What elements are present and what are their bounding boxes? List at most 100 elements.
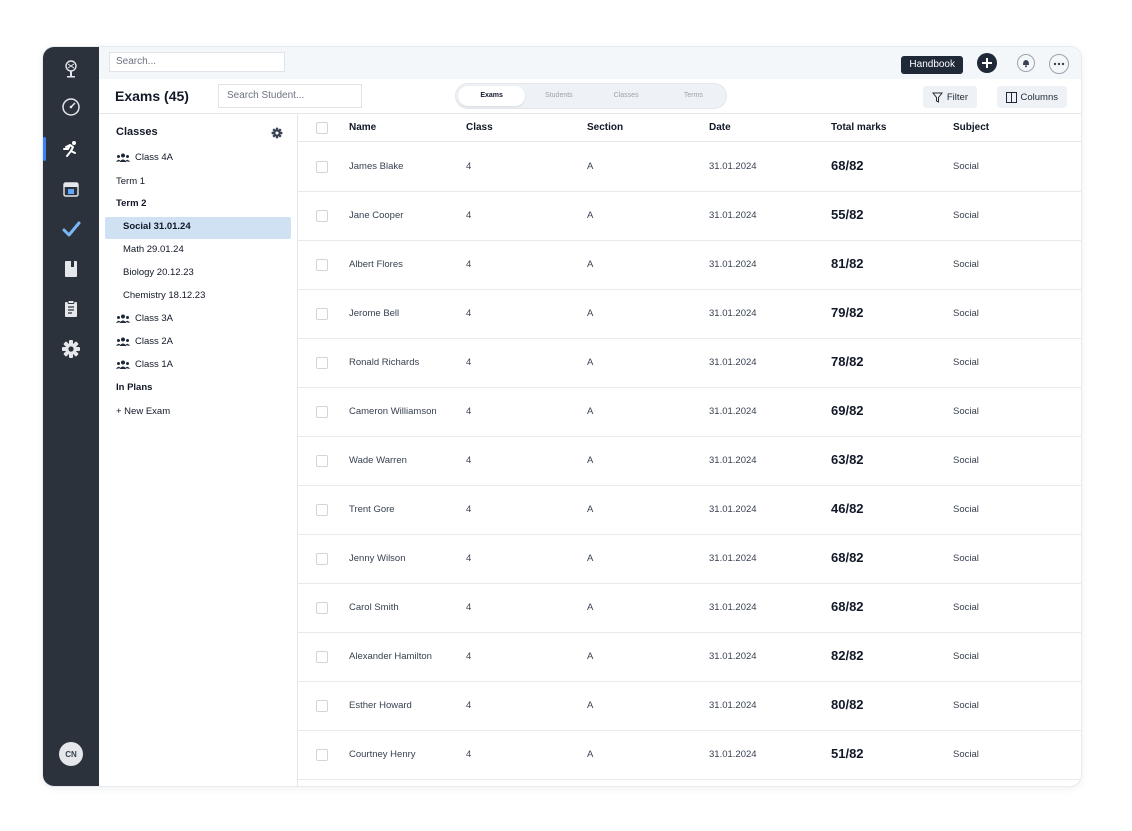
cell-section: A bbox=[587, 161, 594, 172]
select-all-checkbox[interactable] bbox=[316, 122, 328, 134]
more-icon[interactable] bbox=[1049, 54, 1069, 74]
cell-name: Jenny Wilson bbox=[349, 553, 406, 564]
check-icon[interactable] bbox=[43, 213, 99, 245]
sidebar-item[interactable]: + New Exam bbox=[116, 406, 170, 417]
column-header-date[interactable]: Date bbox=[709, 122, 731, 133]
table-row[interactable]: Courtney Henry 4 A 31.01.2024 51/82 Social bbox=[298, 730, 1081, 780]
row-checkbox[interactable] bbox=[316, 259, 328, 271]
settings-icon[interactable] bbox=[43, 333, 99, 365]
row-checkbox[interactable] bbox=[316, 406, 328, 418]
table-row[interactable]: Trent Gore 4 A 31.01.2024 46/82 Social bbox=[298, 485, 1081, 535]
cell-subject: Social bbox=[953, 602, 979, 613]
speedometer-icon[interactable] bbox=[43, 91, 99, 123]
cell-subject: Social bbox=[953, 259, 979, 270]
table-row[interactable]: Cameron Williamson 4 A 31.01.2024 69/82 Socia… bbox=[298, 387, 1081, 437]
logo-icon[interactable] bbox=[43, 53, 99, 85]
search-student-input[interactable]: Search Student... bbox=[218, 84, 362, 108]
sidebar-item[interactable]: Math 29.01.24 bbox=[123, 244, 184, 255]
book-icon[interactable] bbox=[43, 253, 99, 285]
cell-subject: Social bbox=[953, 553, 979, 564]
users-icon bbox=[116, 337, 130, 346]
sidebar-item-label: Chemistry 18.12.23 bbox=[123, 290, 206, 301]
tab-terms[interactable]: Terms bbox=[683, 92, 703, 99]
clipboard-icon[interactable] bbox=[43, 293, 99, 325]
row-checkbox[interactable] bbox=[316, 504, 328, 516]
row-checkbox[interactable] bbox=[316, 553, 328, 565]
table-row[interactable]: Jane Cooper 4 A 31.01.2024 55/82 Social bbox=[298, 191, 1081, 241]
sidebar-item-label: Social 31.01.24 bbox=[123, 221, 191, 232]
sidebar-item[interactable]: Class 4A bbox=[116, 152, 173, 163]
column-header-total-marks[interactable]: Total marks bbox=[831, 122, 887, 133]
table-row[interactable]: Alexander Hamilton 4 A 31.01.2024 82/82 Socia… bbox=[298, 632, 1081, 682]
app-window: CN Search... Handbook Exams (45) Search … bbox=[42, 46, 1082, 787]
row-checkbox[interactable] bbox=[316, 602, 328, 614]
row-checkbox[interactable] bbox=[316, 700, 328, 712]
column-header-subject[interactable]: Subject bbox=[953, 122, 990, 133]
row-checkbox[interactable] bbox=[316, 749, 328, 761]
sidebar-item[interactable]: Term 2 bbox=[116, 198, 146, 209]
row-checkbox[interactable] bbox=[316, 308, 328, 320]
sidebar-item[interactable]: Biology 20.12.23 bbox=[123, 267, 194, 278]
row-checkbox[interactable] bbox=[316, 161, 328, 173]
page-header: Exams (45) Search Student... Exams Stude… bbox=[99, 79, 1081, 114]
sidebar-item[interactable]: Class 3A bbox=[116, 313, 173, 324]
row-checkbox[interactable] bbox=[316, 357, 328, 369]
cell-date: 31.01.2024 bbox=[709, 602, 757, 613]
table-row[interactable]: Carol Smith 4 A 31.01.2024 68/82 Social bbox=[298, 583, 1081, 633]
filter-label: Filter bbox=[946, 91, 968, 103]
table-row[interactable]: James Blake 4 A 31.01.2024 68/82 Social bbox=[298, 142, 1081, 192]
tab-exams[interactable]: Exams bbox=[458, 86, 526, 106]
sidebar-item[interactable]: Term 1 bbox=[116, 176, 145, 187]
gear-icon[interactable] bbox=[271, 126, 283, 144]
cell-total-marks: 68/82 bbox=[831, 599, 864, 614]
filter-button[interactable]: Filter bbox=[922, 86, 977, 108]
table-row[interactable]: Jerome Bell 4 A 31.01.2024 79/82 Social bbox=[298, 289, 1081, 339]
sidebar-item[interactable]: Class 1A bbox=[116, 359, 173, 370]
cell-total-marks: 68/82 bbox=[831, 158, 864, 173]
sidebar-item[interactable]: Social 31.01.24 bbox=[123, 221, 191, 232]
sidebar-item-label: Term 2 bbox=[116, 198, 147, 209]
column-header-section[interactable]: Section bbox=[587, 122, 624, 133]
columns-button[interactable]: Columns bbox=[996, 86, 1067, 108]
bell-icon[interactable] bbox=[1017, 54, 1035, 72]
sidebar-item[interactable]: In Plans bbox=[116, 382, 152, 393]
column-header-name[interactable]: Name bbox=[349, 122, 377, 133]
cell-total-marks: 46/82 bbox=[831, 501, 864, 516]
sidebar-item-label: In Plans bbox=[116, 382, 153, 393]
cell-name: Trent Gore bbox=[349, 504, 395, 515]
search-input[interactable]: Search... bbox=[109, 52, 285, 72]
tab-students[interactable]: Students bbox=[545, 92, 573, 99]
sidebar-item[interactable]: Chemistry 18.12.23 bbox=[123, 290, 205, 301]
table-header: Name Class Section Date Total marks Subj… bbox=[298, 114, 1081, 142]
avatar[interactable]: CN bbox=[59, 742, 83, 766]
table-row[interactable]: Esther Howard 4 A 31.01.2024 80/82 Social bbox=[298, 681, 1081, 731]
row-checkbox[interactable] bbox=[316, 651, 328, 663]
cell-subject: Social bbox=[953, 749, 979, 760]
table-row[interactable]: Albert Flores 4 A 31.01.2024 81/82 Social bbox=[298, 240, 1081, 290]
cell-total-marks: 79/82 bbox=[831, 305, 864, 320]
cell-class: 4 bbox=[466, 210, 472, 221]
cell-total-marks: 81/82 bbox=[831, 256, 864, 271]
running-icon[interactable] bbox=[43, 133, 99, 165]
table-row[interactable]: Jenny Wilson 4 A 31.01.2024 68/82 Social bbox=[298, 534, 1081, 584]
cell-name: Carol Smith bbox=[349, 602, 399, 613]
calendar-icon[interactable] bbox=[43, 173, 99, 205]
table-row[interactable]: Ronald Richards 4 A 31.01.2024 78/82 Social bbox=[298, 338, 1081, 388]
cell-class: 4 bbox=[466, 504, 472, 515]
top-bar: Search... Handbook bbox=[99, 47, 1081, 79]
cell-section: A bbox=[587, 210, 594, 221]
cell-date: 31.01.2024 bbox=[709, 749, 757, 760]
cell-class: 4 bbox=[466, 749, 472, 760]
row-checkbox[interactable] bbox=[316, 210, 328, 222]
cell-section: A bbox=[587, 357, 594, 368]
cell-date: 31.01.2024 bbox=[709, 651, 757, 662]
sidebar-item[interactable]: Class 2A bbox=[116, 336, 173, 347]
column-header-class[interactable]: Class bbox=[466, 122, 493, 133]
tab-classes[interactable]: Classes bbox=[613, 92, 639, 99]
table-row[interactable]: Wade Warren 4 A 31.01.2024 63/82 Social bbox=[298, 436, 1081, 486]
row-checkbox[interactable] bbox=[316, 455, 328, 467]
handbook-button[interactable]: Handbook bbox=[901, 56, 963, 74]
cell-total-marks: 63/82 bbox=[831, 452, 864, 467]
cell-section: A bbox=[587, 553, 594, 564]
add-icon[interactable] bbox=[977, 53, 997, 73]
